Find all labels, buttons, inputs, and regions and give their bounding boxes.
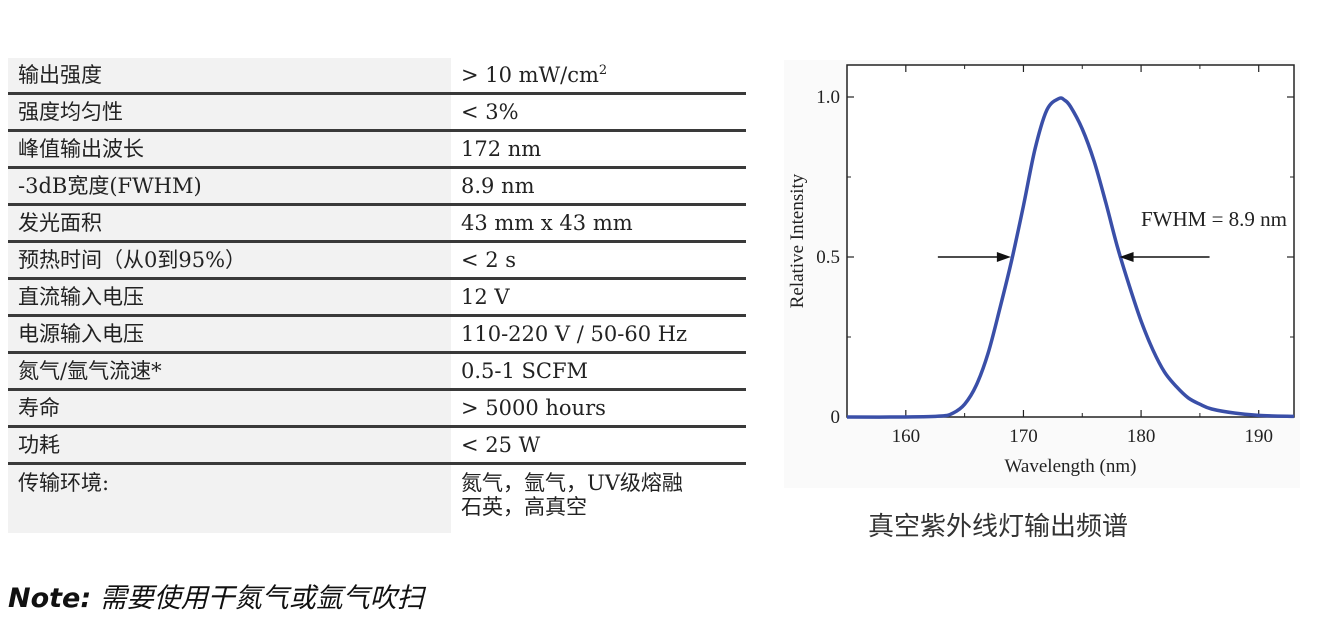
note-text: 需要使用干氮气或氩气吹扫 xyxy=(91,583,424,614)
spec-value-text: > 5000 hours xyxy=(461,395,606,420)
spec-value: 172 nm xyxy=(451,130,746,169)
spec-label: 直流输入电压 xyxy=(8,278,451,317)
spec-row: 传输环境: 氮气，氩气，UV级熔融 石英，高真空 xyxy=(8,463,746,533)
spec-row: 功耗 < 25 W xyxy=(8,426,746,465)
spec-value: < 25 W xyxy=(451,426,746,465)
spec-value: < 2 s xyxy=(451,241,746,280)
spec-table: 输出强度 > 10 mW/cm2 强度均匀性 < 3% 峰值输出波长 172 nm -3dB… xyxy=(8,58,746,533)
fwhm-right-arrowhead xyxy=(1119,252,1134,262)
y-tick-label: 1.0 xyxy=(816,87,840,108)
spec-label: 发光面积 xyxy=(8,204,451,243)
spectrum-chart: 160 170 180 190 0 0.5 1.0 Wavelength (nm) Relati… xyxy=(784,60,1300,488)
x-axis-label: Wavelength (nm) xyxy=(1005,456,1137,477)
spec-row: 寿命 > 5000 hours xyxy=(8,389,746,428)
x-tick-label: 160 xyxy=(892,426,921,447)
spec-value-text: 110-220 V / 50-60 Hz xyxy=(461,321,688,346)
spec-value: < 3% xyxy=(451,93,746,132)
y-axis-label: Relative Intensity xyxy=(787,173,808,308)
y-tick-label: 0.5 xyxy=(816,247,840,268)
spec-label: 电源输入电压 xyxy=(8,315,451,354)
spec-value: 12 V xyxy=(451,278,746,317)
spec-value-text: 172 nm xyxy=(461,136,542,161)
spec-value-text: 43 mm x 43 mm xyxy=(461,210,633,235)
spec-value: 氮气，氩气，UV级熔融 石英，高真空 xyxy=(451,463,746,533)
spec-value-text: 0.5-1 SCFM xyxy=(461,358,589,383)
spec-value-text: < 25 W xyxy=(461,432,541,457)
spec-value: > 10 mW/cm2 xyxy=(451,58,746,95)
chart-caption: 真空紫外线灯输出频谱 xyxy=(868,512,1129,542)
spec-row: 峰值输出波长 172 nm xyxy=(8,130,746,169)
spec-row: 发光面积 43 mm x 43 mm xyxy=(8,204,746,243)
spec-value-superscript: 2 xyxy=(598,62,608,78)
spec-row: 电源输入电压 110-220 V / 50-60 Hz xyxy=(8,315,746,354)
fwhm-left-arrowhead xyxy=(996,252,1011,262)
spec-row: 强度均匀性 < 3% xyxy=(8,93,746,132)
x-tick-label: 180 xyxy=(1127,426,1156,447)
spectrum-line xyxy=(846,96,1295,419)
x-tick-label: 190 xyxy=(1244,426,1273,447)
fwhm-annotation: FWHM = 8.9 nm xyxy=(1141,207,1287,231)
spec-label: 峰值输出波长 xyxy=(8,130,451,169)
spec-value-text: < 3% xyxy=(461,99,519,124)
spec-value-line: 石英，高真空 xyxy=(461,495,587,520)
spec-value: 8.9 nm xyxy=(451,167,746,206)
spec-value-text: 8.9 nm xyxy=(461,173,535,198)
spec-value: 110-220 V / 50-60 Hz xyxy=(451,315,746,354)
spec-row: 预热时间（从0到95%） < 2 s xyxy=(8,241,746,280)
note-key: Note: xyxy=(8,583,92,614)
spec-value: 0.5-1 SCFM xyxy=(451,352,746,391)
spec-value: 43 mm x 43 mm xyxy=(451,204,746,243)
spec-label: 功耗 xyxy=(8,426,451,465)
note: Note: 需要使用干氮气或氩气吹扫 xyxy=(8,576,424,615)
spec-row: -3dB宽度(FWHM) 8.9 nm xyxy=(8,167,746,206)
spec-value-line: 氮气，氩气，UV级熔融 xyxy=(461,471,683,495)
spec-row: 直流输入电压 12 V xyxy=(8,278,746,317)
spec-value-text: < 2 s xyxy=(461,247,517,272)
spec-value-text: > 10 mW/cm xyxy=(461,62,599,87)
plot-frame xyxy=(846,64,1295,418)
spec-label: 传输环境: xyxy=(8,463,451,533)
spec-row: 输出强度 > 10 mW/cm2 xyxy=(8,58,746,95)
spec-label: -3dB宽度(FWHM) xyxy=(8,167,451,206)
spec-label: 氮气/氩气流速* xyxy=(8,352,451,391)
spec-label: 预热时间（从0到95%） xyxy=(8,241,451,280)
spec-label: 输出强度 xyxy=(8,58,451,95)
y-tick-label: 0 xyxy=(831,407,841,428)
spec-label: 寿命 xyxy=(8,389,451,428)
x-tick-label: 170 xyxy=(1009,426,1038,447)
spectrum-chart-svg: 160 170 180 190 0 0.5 1.0 Wavelength (nm) Relati… xyxy=(787,64,1295,477)
spec-value-text: 12 V xyxy=(461,284,510,309)
spec-row: 氮气/氩气流速* 0.5-1 SCFM xyxy=(8,352,746,391)
spec-label: 强度均匀性 xyxy=(8,93,451,132)
spec-value: > 5000 hours xyxy=(451,389,746,428)
